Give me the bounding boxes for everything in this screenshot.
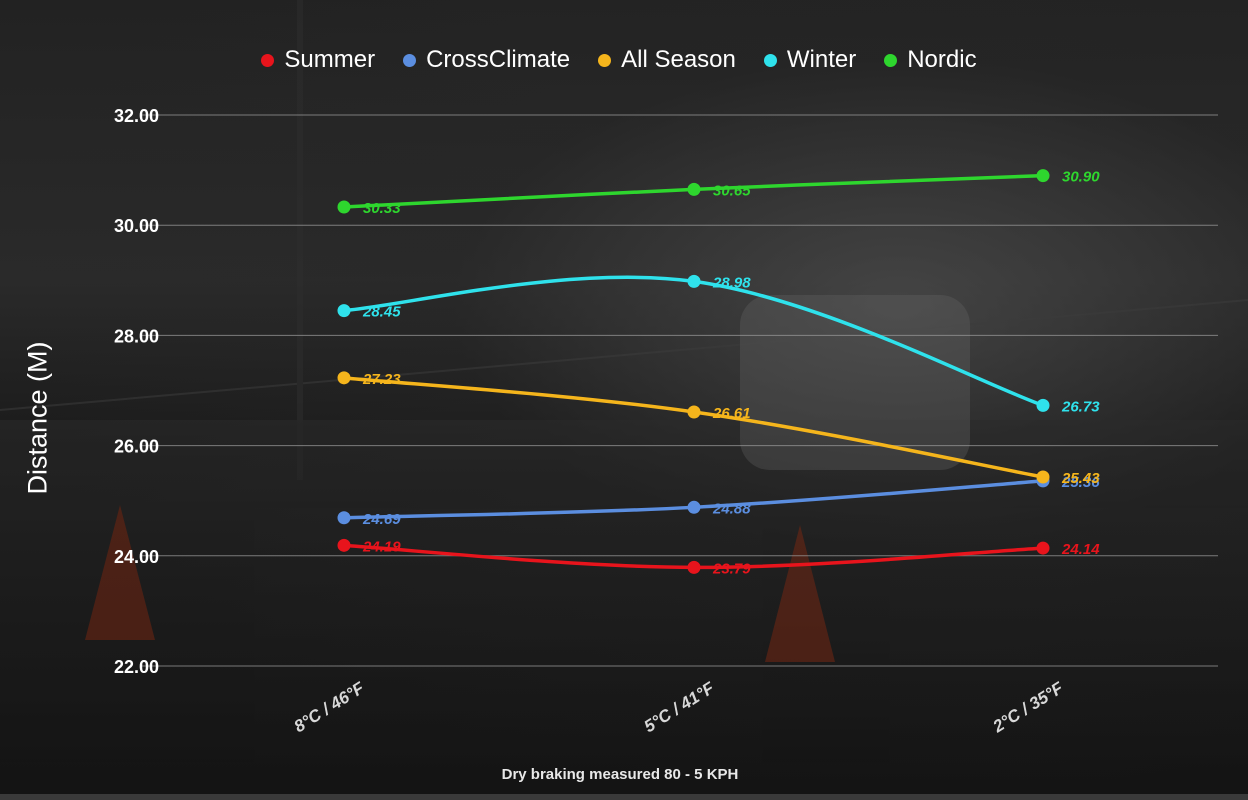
y-tick-label: 26.00: [114, 437, 159, 457]
series-nordic: 30.33 30.65 30.90: [337, 169, 1100, 217]
legend-marker: [884, 53, 898, 67]
data-label-nordic: 30.33: [363, 200, 401, 217]
series-summer: 24.19 23.79 24.14: [337, 538, 1100, 577]
legend-marker: [403, 53, 417, 67]
data-point-crossclimate[interactable]: [337, 511, 351, 525]
data-point-winter[interactable]: [1036, 398, 1050, 412]
data-label-crossclimate: 24.69: [362, 511, 401, 528]
y-tick-label: 22.00: [114, 657, 159, 677]
data-label-winter: 28.45: [362, 304, 401, 321]
legend-label: Winter: [786, 46, 857, 73]
y-tick-labels: 22.00 24.00 26.00 28.00 30.00 32.00: [114, 106, 159, 677]
y-tick-label: 28.00: [114, 326, 159, 346]
data-label-crossclimate: 25.36: [1061, 474, 1100, 491]
y-tick-label: 30.00: [114, 216, 159, 236]
legend-label: Summer: [284, 46, 376, 73]
data-point-summer[interactable]: [1036, 541, 1050, 555]
legend-label: CrossClimate: [426, 46, 571, 73]
legend-item-all-season[interactable]: All Season: [598, 46, 736, 74]
data-point-all-season[interactable]: [1036, 470, 1050, 484]
legend-item-summer[interactable]: Summer: [261, 46, 375, 74]
y-axis-label: Distance (M): [22, 341, 53, 495]
data-label-summer: 24.19: [362, 538, 401, 555]
y-gridlines: [142, 114, 1218, 667]
data-label-nordic: 30.90: [1062, 169, 1100, 186]
data-point-all-season[interactable]: [687, 405, 701, 419]
y-tick-label: 24.00: [114, 547, 159, 567]
legend-marker: [763, 53, 777, 67]
data-label-winter: 28.98: [712, 274, 751, 291]
data-point-summer[interactable]: [337, 538, 351, 552]
legend-item-nordic[interactable]: Nordic: [884, 46, 977, 74]
data-label-all-season: 25.43: [1061, 470, 1100, 487]
legend-marker: [261, 53, 275, 67]
legend: Summer CrossClimate All Season Winter Nordic: [0, 46, 1243, 74]
chart-caption: Dry braking measured 80 - 5 KPH: [501, 766, 739, 783]
y-tick-label: 32.00: [114, 106, 159, 126]
data-label-all-season: 26.61: [712, 405, 751, 422]
series-winter: 28.45 28.98 26.73: [337, 274, 1100, 415]
data-label-crossclimate: 24.88: [712, 500, 751, 517]
data-label-winter: 26.73: [1061, 398, 1100, 415]
data-label-summer: 24.14: [1061, 541, 1100, 558]
data-label-nordic: 30.65: [713, 182, 751, 199]
data-point-summer[interactable]: [687, 560, 701, 574]
data-label-summer: 23.79: [712, 560, 751, 577]
legend-label: Nordic: [907, 46, 977, 73]
legend-item-winter[interactable]: Winter: [763, 46, 857, 74]
data-label-all-season: 27.23: [362, 371, 401, 388]
data-point-crossclimate[interactable]: [687, 500, 701, 514]
bottom-strip: [0, 794, 1248, 800]
data-point-winter[interactable]: [687, 274, 701, 288]
data-point-nordic[interactable]: [687, 182, 701, 196]
legend-marker: [598, 53, 612, 67]
series-lines: 24.19 23.79 24.14 24.69 24.88 25.36 27.23 26.61…: [337, 169, 1100, 577]
series-all-season: 27.23 26.61 25.43: [337, 371, 1100, 487]
data-point-all-season[interactable]: [337, 371, 351, 385]
data-point-nordic[interactable]: [337, 200, 351, 214]
legend-label: All Season: [621, 46, 736, 73]
legend-item-crossclimate[interactable]: CrossClimate: [403, 46, 570, 74]
data-point-nordic[interactable]: [1036, 169, 1050, 183]
data-point-winter[interactable]: [337, 304, 351, 318]
